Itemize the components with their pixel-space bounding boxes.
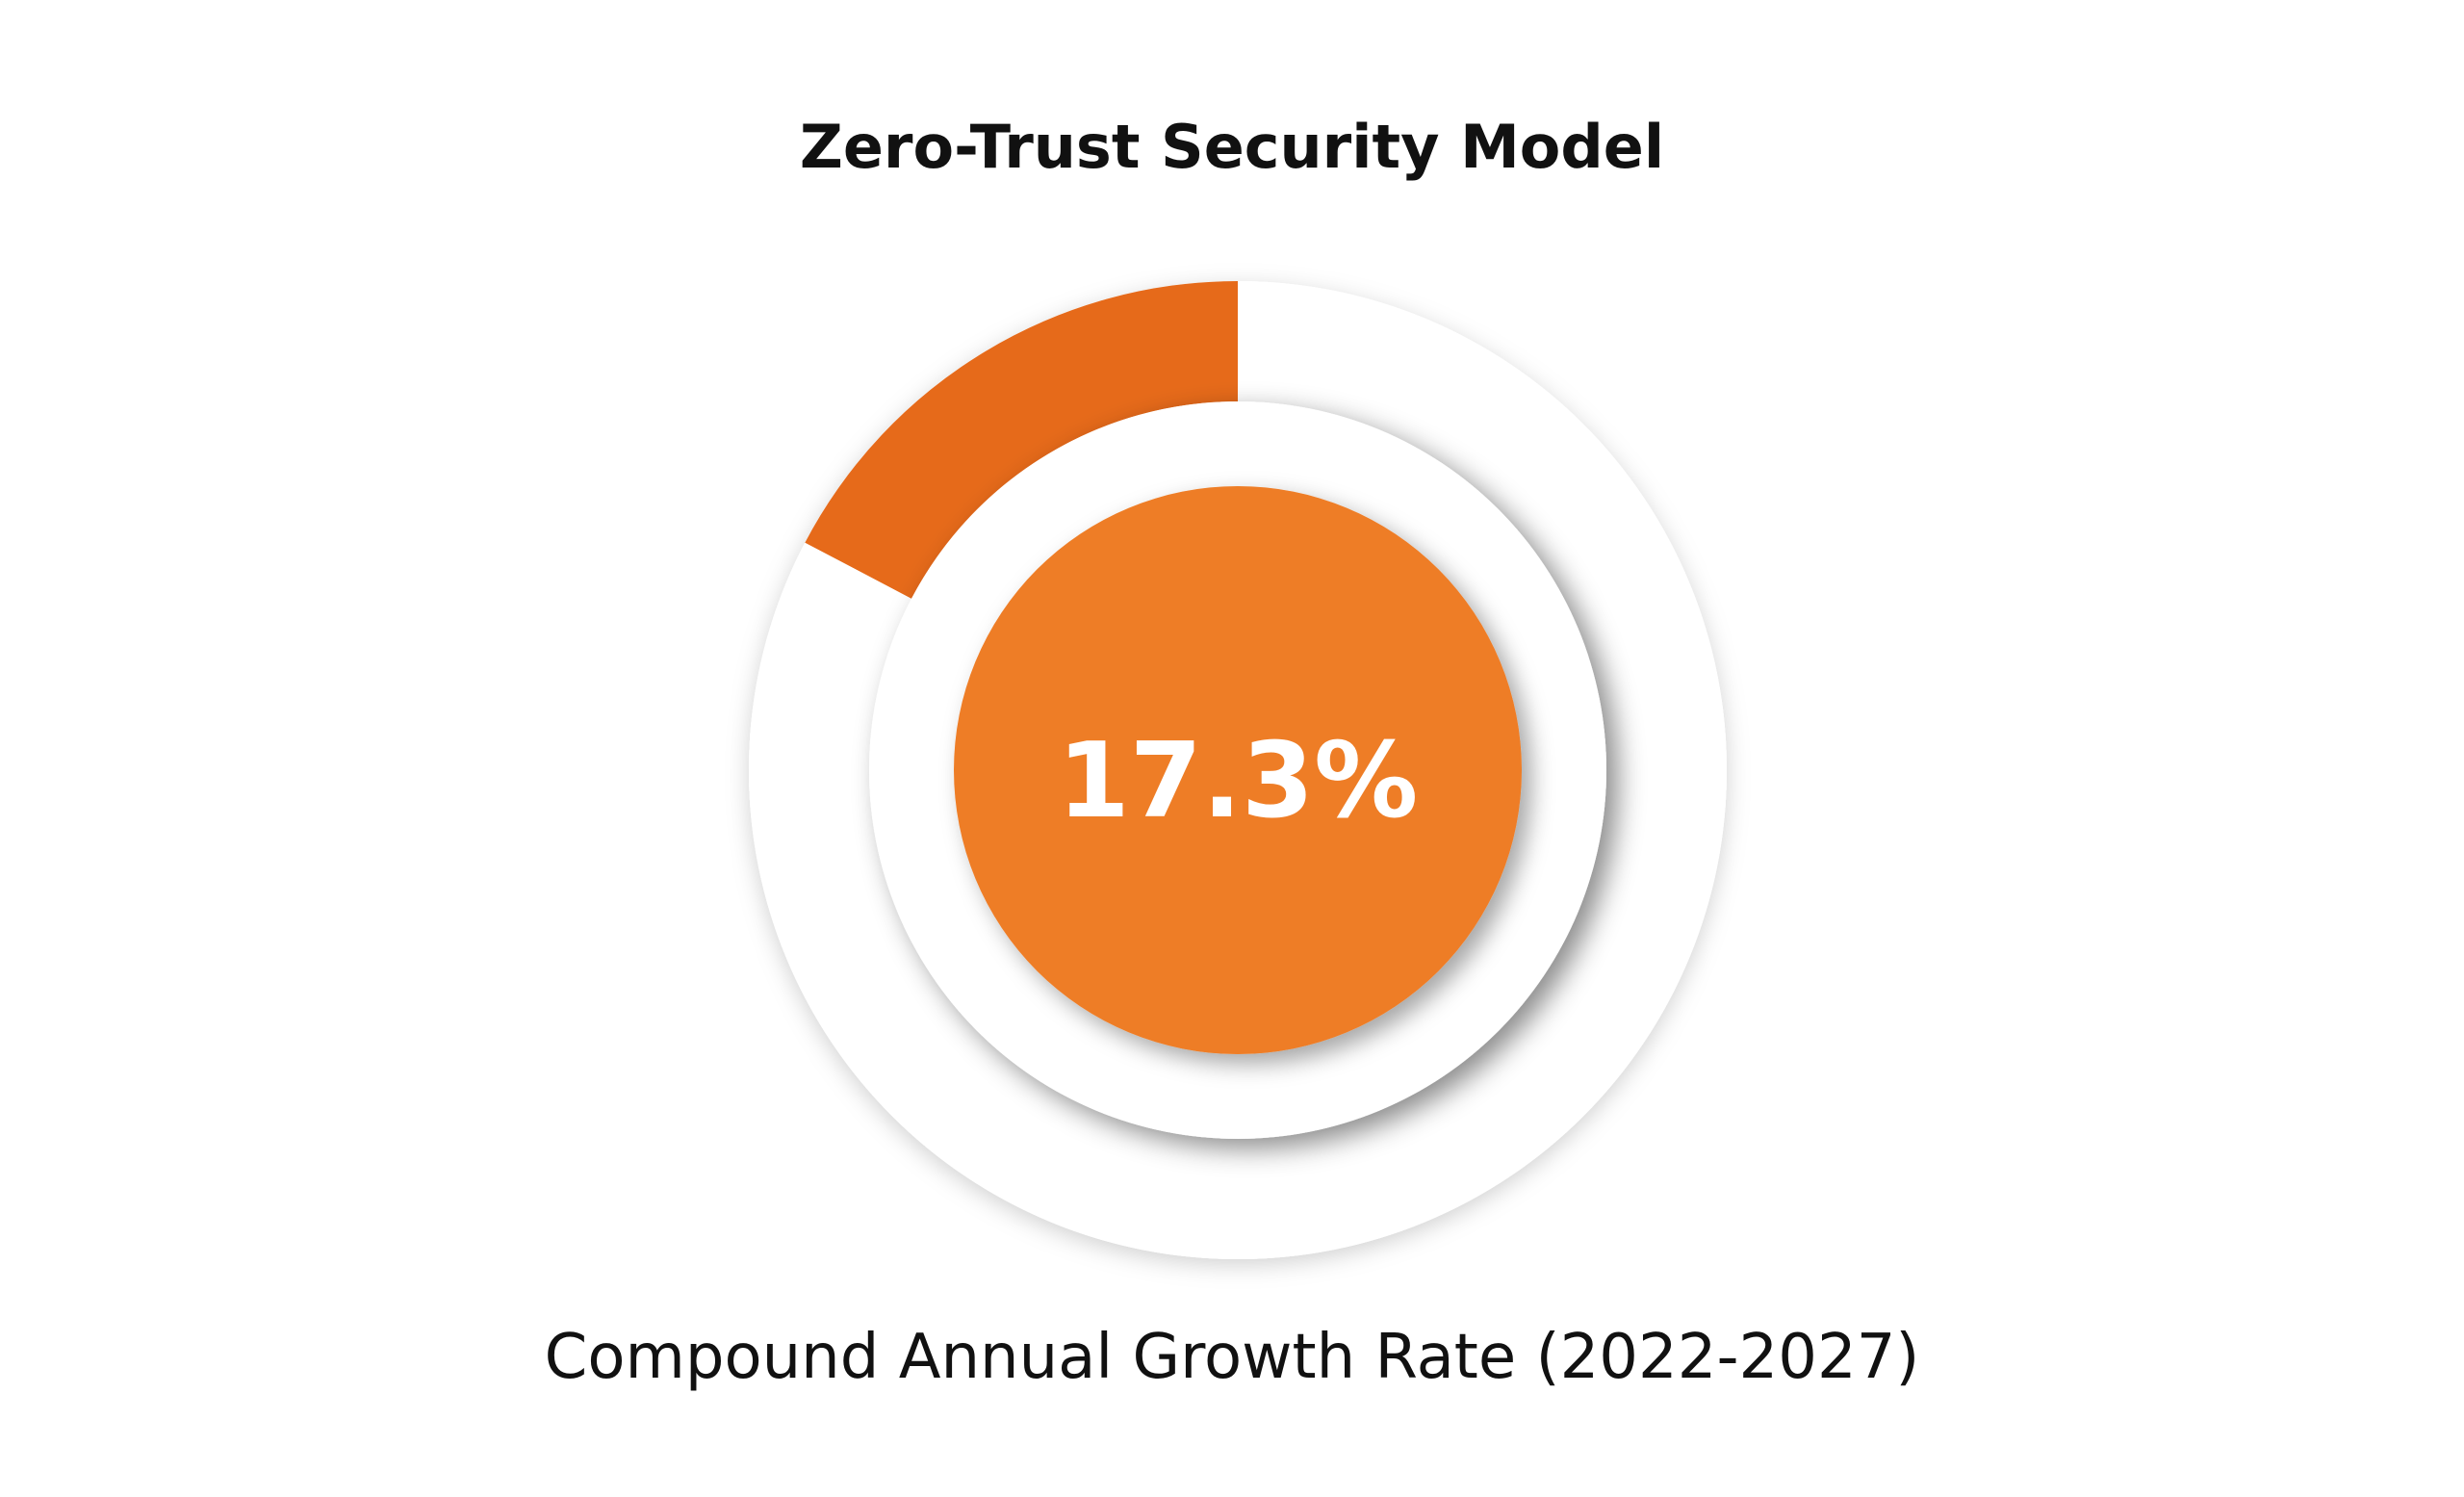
center-value-label: 17.3% bbox=[1058, 721, 1419, 841]
slices-group bbox=[749, 280, 1728, 1260]
chart-subtitle: Compound Annual Growth Rate (2022-2027) bbox=[544, 1322, 1920, 1393]
chart-title: Zero-Trust Security Model bbox=[799, 112, 1665, 182]
center-disk bbox=[954, 486, 1522, 1054]
donut-slice-highlight bbox=[805, 281, 1238, 599]
